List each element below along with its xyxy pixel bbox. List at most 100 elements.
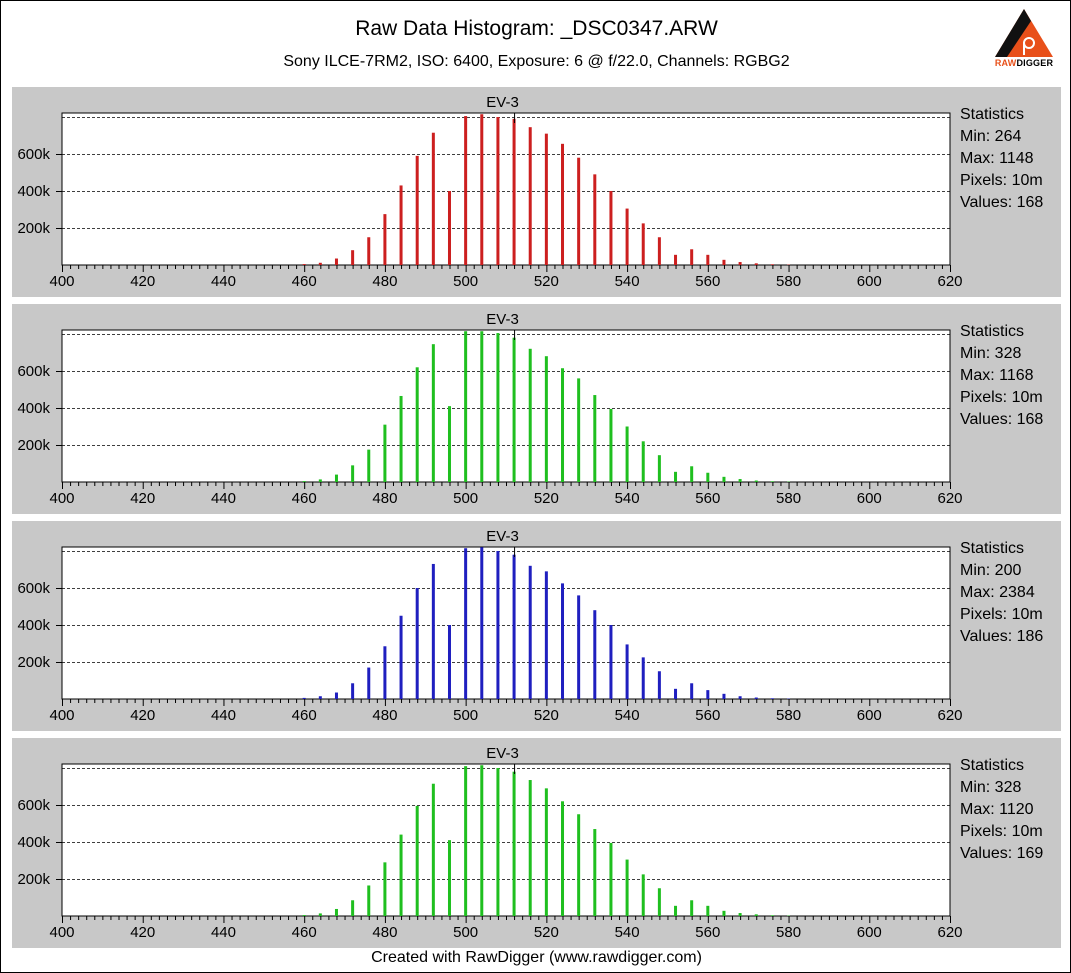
statistics-pixels: Pixels: 10m [960,606,1043,623]
x-tick-label: 480 [372,490,397,507]
ev-label: EV-3 [486,311,519,328]
x-tick-label: 620 [937,273,962,290]
x-tick-label: 440 [211,707,236,724]
histogram-chart: 200k 400k 600k 400 420 440 460 480 500 520 540 560 5… [17,528,962,724]
histogram-bar [415,805,419,916]
histogram-bar [770,264,774,265]
histogram-bar [447,840,451,916]
y-tick-label: 200k [17,220,50,237]
histogram-bar [593,829,597,916]
histogram-bar [722,476,726,482]
histogram-bar [447,625,451,699]
histogram-bar [657,237,661,265]
histogram-bar [609,408,613,482]
histogram-bar [496,768,500,916]
page-title: Raw Data Histogram: _DSC0347.ARW [355,17,718,40]
x-tick-label: 540 [615,273,640,290]
plot-area [61,329,951,483]
ev-label: EV-3 [486,528,519,545]
histogram-panel: 200k 400k 600k 400 420 440 460 480 500 520 540 560 5… [12,304,1061,514]
x-tick-label: 620 [937,924,962,941]
histogram-bar [334,692,338,699]
statistics-min: Min: 328 [960,779,1022,796]
histogram-bar [754,263,758,265]
ev-label: EV-3 [486,745,519,762]
histogram-bar [754,697,758,699]
y-tick-label: 600k [17,580,50,597]
histogram-bar [722,693,726,699]
histogram-bar [674,905,678,916]
statistics-pixels: Pixels: 10m [960,172,1043,189]
x-tick-label: 540 [615,924,640,941]
histogram-bar [480,765,484,916]
histogram-bar [318,696,322,699]
x-tick-label: 600 [857,924,882,941]
histogram-bar [577,595,581,699]
y-tick-label: 400k [17,400,50,417]
x-tick-label: 420 [130,490,155,507]
histogram-bar [496,551,500,699]
histogram-bar [577,378,581,482]
x-tick-label: 560 [695,490,720,507]
histogram-bar [512,118,516,265]
x-tick-label: 460 [292,707,317,724]
statistics-heading: Statistics [960,757,1025,774]
histogram-bar [544,133,548,265]
histogram-bar [641,441,645,482]
histogram-bar [528,565,532,699]
histogram-bar [577,814,581,916]
y-tick-label: 400k [17,617,50,634]
histogram-bar [561,368,565,482]
histogram-bar [561,143,565,265]
histogram-bar [674,688,678,699]
histogram-chart: 200k 400k 600k 400 420 440 460 480 500 520 540 560 5… [17,94,962,290]
histogram-bar [480,547,484,699]
histogram-bar [577,157,581,265]
histogram-bar [399,615,403,699]
histogram-bar [609,625,613,699]
x-tick-label: 580 [776,707,801,724]
histogram-panel: 200k 400k 600k 400 420 440 460 480 500 520 540 560 5… [12,521,1061,731]
x-tick-label: 520 [534,707,559,724]
histogram-bar [593,174,597,265]
histogram-bar [447,191,451,265]
x-tick-label: 440 [211,273,236,290]
histogram-bar [754,480,758,482]
x-tick-label: 400 [49,707,74,724]
statistics-min: Min: 200 [960,562,1022,579]
histogram-bar [641,874,645,916]
y-tick-label: 200k [17,871,50,888]
y-tick-label: 200k [17,437,50,454]
histogram-bar [706,254,710,265]
logo-text-raw: RAW [994,58,1017,68]
x-tick-label: 540 [615,707,640,724]
histogram-bar [625,208,629,265]
statistics-max: Max: 1168 [960,367,1034,384]
histogram-bar [383,424,387,482]
histogram-bar [464,548,468,699]
histogram-bar [496,333,500,482]
x-tick-label: 440 [211,490,236,507]
histogram-bar [431,563,435,699]
x-tick-label: 600 [857,707,882,724]
histogram-bar [706,690,710,699]
statistics-heading: Statistics [960,106,1025,123]
histogram-bar [415,155,419,265]
x-tick-label: 420 [130,273,155,290]
x-tick-label: 620 [937,707,962,724]
x-tick-label: 580 [776,490,801,507]
statistics-heading: Statistics [960,323,1025,340]
histogram-bar [770,915,774,916]
x-tick-label: 400 [49,273,74,290]
histogram-bar [415,367,419,482]
y-tick-label: 200k [17,654,50,671]
histogram-bar [706,905,710,916]
y-tick-label: 600k [17,363,50,380]
histogram-bar [625,859,629,916]
histogram-bar [399,395,403,482]
histogram-bar [383,646,387,699]
x-tick-label: 480 [372,707,397,724]
statistics-min: Min: 328 [960,345,1022,362]
x-tick-label: 500 [453,490,478,507]
histogram-bar [625,426,629,482]
